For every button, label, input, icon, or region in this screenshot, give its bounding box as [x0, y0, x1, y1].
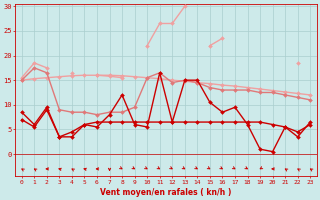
X-axis label: Vent moyen/en rafales ( kn/h ): Vent moyen/en rafales ( kn/h ): [100, 188, 232, 197]
